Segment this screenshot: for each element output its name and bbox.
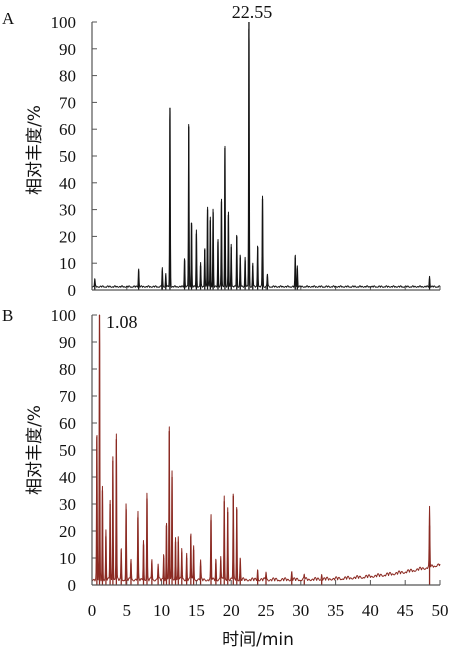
panel-b-y-tick-label: 40 [59, 468, 76, 487]
panel-b-y-tick-label: 50 [59, 441, 76, 460]
panel-b-y-tick-label: 80 [59, 360, 76, 379]
panel-b-x-tick-label: 20 [223, 601, 240, 620]
panel-a-y-tick-label: 10 [59, 254, 76, 273]
panel-a-peak-annotation: 22.55 [232, 2, 273, 22]
panel-b-x-tick-label: 25 [258, 601, 275, 620]
panel-b-x-tick-label: 45 [397, 601, 414, 620]
panel-b-y-tick-label: 30 [59, 495, 76, 514]
panel-b-x-tick-label: 0 [88, 601, 97, 620]
panel-b-ylabel: 相对丰度/% [25, 405, 45, 495]
panel-b-x-tick-label: 50 [432, 601, 449, 620]
panel-a-trace-line [91, 28, 441, 288]
panel-b-y-tick-label: 10 [59, 549, 76, 568]
panel-a-y-tick-label: 70 [59, 93, 76, 112]
panel-b-y-tick-label: 20 [59, 522, 76, 541]
panel-b-x-tick-label: 5 [123, 601, 132, 620]
panel-b-y-axis: 0 10 20 30 40 50 60 70 80 90 100 [51, 306, 97, 595]
panel-a-label: A [2, 9, 15, 28]
panel-b-xlabel: 时间/min [222, 630, 294, 650]
panel-a-y-tick-label: 80 [59, 67, 76, 86]
panel-b-x-tick-label: 40 [362, 601, 379, 620]
panel-a-y-axis: 0 10 20 30 40 50 60 70 80 90 100 [51, 13, 441, 300]
panel-b-x-tick-label: 10 [153, 601, 170, 620]
panel-b: B 相对丰度/% 1.08 0 10 20 30 40 50 60 70 80 90 100 0 5 1… [2, 306, 449, 650]
panel-a-y-tick-label: 30 [59, 201, 76, 220]
panel-b-peaks [96, 315, 431, 585]
panel-b-peak-annotation: 1.08 [106, 312, 138, 332]
panel-b-y-tick-label: 70 [59, 387, 76, 406]
panel-b-y-tick-label: 90 [59, 333, 76, 352]
panel-a: A 相对丰度/% 22.55 0 10 20 30 40 50 60 70 80 90 100 [2, 2, 441, 300]
panel-b-trace-line [91, 314, 441, 582]
panel-b-y-tick-label: 60 [59, 414, 76, 433]
panel-b-x-axis: 0 5 10 15 20 25 30 35 40 45 50 [88, 580, 449, 620]
panel-a-y-tick-label: 20 [59, 227, 76, 246]
panel-a-y-tick-label: 40 [59, 174, 76, 193]
panel-b-x-tick-label: 35 [327, 601, 344, 620]
panel-a-y-tick-label: 100 [51, 13, 77, 32]
panel-a-y-tick-label: 50 [59, 147, 76, 166]
panel-a-y-tick-label: 90 [59, 40, 76, 59]
panel-a-ylabel: 相对丰度/% [25, 105, 45, 195]
panel-a-y-tick-label: 60 [59, 120, 76, 139]
panel-b-y-tick-label: 0 [68, 576, 77, 595]
panel-b-y-tick-label: 100 [51, 306, 77, 325]
panel-b-label: B [2, 306, 13, 325]
panel-a-peaks [94, 22, 431, 290]
panel-b-x-tick-label: 15 [188, 601, 205, 620]
panel-a-y-tick-label: 0 [68, 281, 77, 300]
panel-b-x-tick-label: 30 [292, 601, 309, 620]
